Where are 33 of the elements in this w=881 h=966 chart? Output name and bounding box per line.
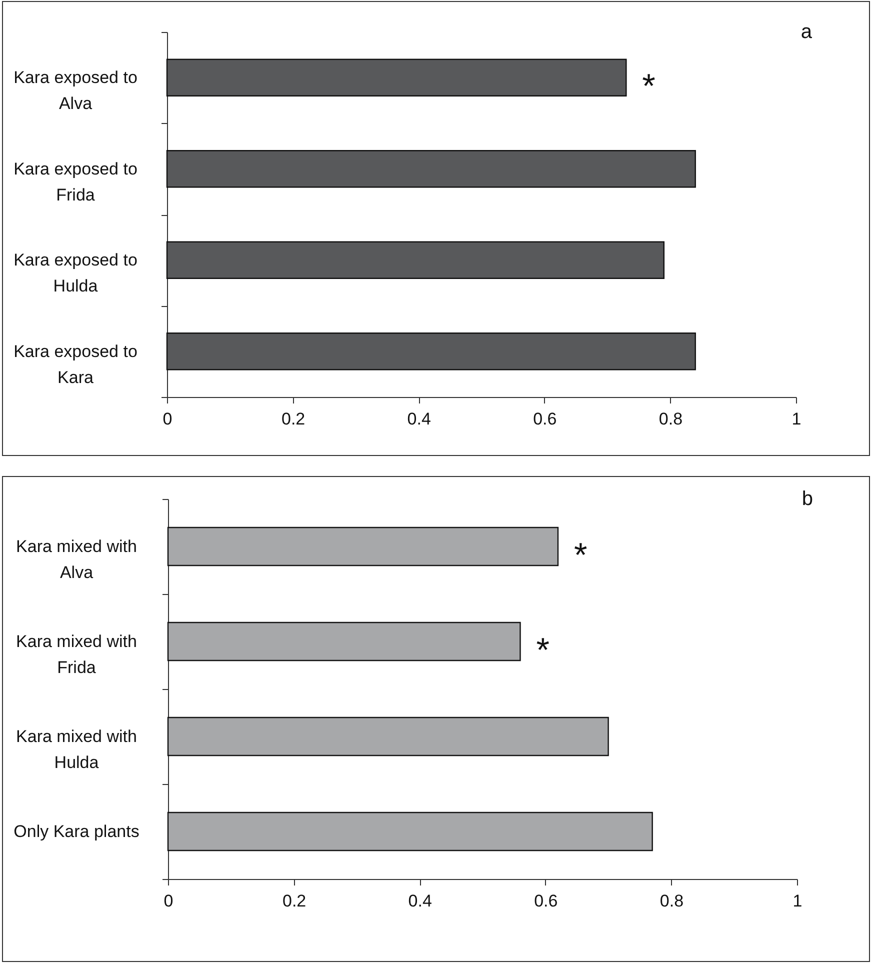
y-tick-label: Kara exposed to Hulda: [14, 250, 138, 296]
y-tick-label: Kara exposed to Kara: [14, 342, 138, 387]
x-tick-label: 0.6: [533, 410, 557, 428]
y-tick-label: Only Kara plants: [14, 822, 140, 841]
text: b: [802, 488, 813, 510]
annotation: *: [642, 68, 656, 106]
y-tick-label: Kara mixed with Alva: [16, 537, 137, 582]
x-tick-label: 1: [792, 410, 802, 428]
x-tick-label: 0.2: [281, 410, 306, 428]
annotation: *: [574, 536, 588, 574]
bar: [167, 622, 521, 662]
text: a: [800, 21, 813, 43]
bar: [167, 812, 653, 852]
bar: [166, 241, 665, 279]
y-tick-label: Kara exposed to Frida: [14, 159, 138, 204]
y-tick-label: Kara exposed to Alva: [14, 68, 138, 114]
x-tick-label: 0.8: [658, 410, 683, 428]
bar: [166, 58, 627, 96]
y-tick-label: Kara mixed with Frida: [16, 632, 137, 677]
x-tick-label: 0.6: [534, 892, 558, 910]
bar: [167, 526, 559, 566]
annotation: *: [536, 632, 550, 670]
bar: [166, 150, 696, 188]
bar: [166, 332, 696, 370]
x-tick-label: 0: [164, 892, 174, 910]
x-tick-label: 0.4: [407, 410, 431, 428]
x-tick-label: 1: [792, 892, 802, 910]
x-tick-label: 0: [162, 410, 172, 428]
x-tick-label: 0.2: [282, 892, 306, 910]
bar: [167, 716, 609, 756]
y-tick-label: Kara mixed with Hulda: [16, 727, 137, 772]
x-tick-label: 0.4: [408, 892, 432, 910]
x-tick-label: 0.8: [660, 892, 684, 910]
